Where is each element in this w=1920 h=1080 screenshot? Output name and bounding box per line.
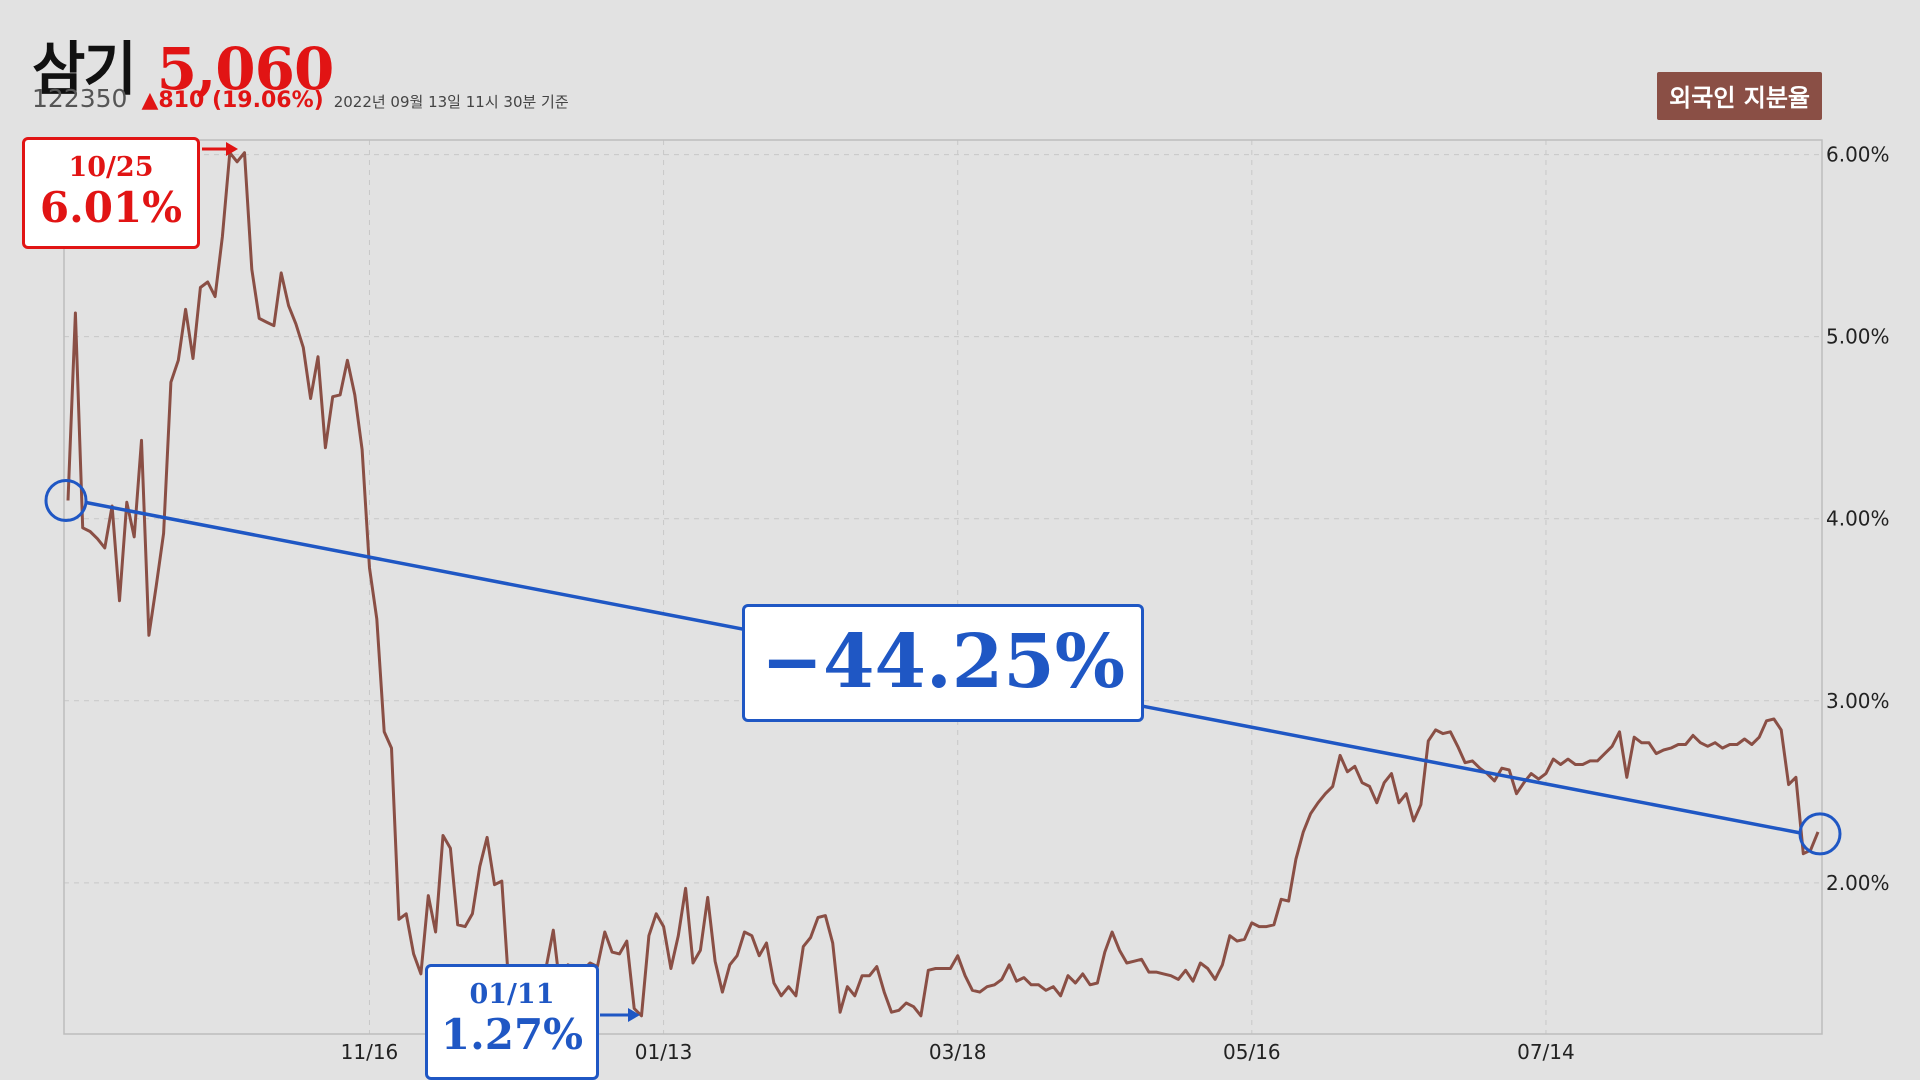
change-callout: −44.25% (742, 604, 1144, 722)
timestamp: 2022년 09월 13일 11시 30분 기준 (333, 93, 569, 111)
series-line-foreign-ownership (66, 151, 1820, 1018)
low-arrow (600, 1008, 640, 1022)
x-tick-label: 01/13 (635, 1040, 693, 1064)
high-callout: 10/25 6.01% (22, 137, 200, 249)
plot-frame (63, 139, 1823, 1035)
x-tick-label: 05/16 (1223, 1040, 1281, 1064)
low-date: 01/11 (469, 979, 555, 1010)
price-change: ▲810 (19.06%) (141, 88, 324, 113)
chart-header: 삼기 5,060 (32, 22, 335, 106)
x-tick-label: 11/16 (341, 1040, 399, 1064)
tick-labels: 2.00% 3.00% 4.00% 5.00% 6.00% 11/16 01/13 03/18… (341, 143, 1890, 1064)
legend-badge: 외국인 지분율 (1657, 72, 1822, 120)
y-tick-label: 3.00% (1826, 689, 1890, 713)
title-row: 삼기 5,060 (32, 22, 335, 106)
sub-row: 122350 ▲810 (19.06%) 2022년 09월 13일 11시 3… (32, 84, 569, 113)
stock-code: 122350 (32, 84, 128, 113)
high-date: 10/25 (68, 152, 154, 183)
trend-end-marker (1798, 812, 1842, 856)
y-tick-label: 5.00% (1826, 325, 1890, 349)
y-tick-label: 4.00% (1826, 507, 1890, 531)
low-callout: 01/11 1.27% (425, 964, 599, 1080)
y-tick-label: 6.00% (1826, 143, 1890, 167)
high-value: 6.01% (39, 183, 183, 232)
x-tick-label: 03/18 (929, 1040, 987, 1064)
x-tick-label: 07/14 (1517, 1040, 1575, 1064)
stock-price: 5,060 (156, 35, 335, 103)
stock-name: 삼기 (32, 35, 137, 103)
low-value: 1.27% (440, 1010, 584, 1059)
y-tick-label: 2.00% (1826, 871, 1890, 895)
high-arrow (202, 142, 238, 156)
trend-start-marker (44, 479, 88, 523)
gridlines (64, 140, 1822, 1034)
